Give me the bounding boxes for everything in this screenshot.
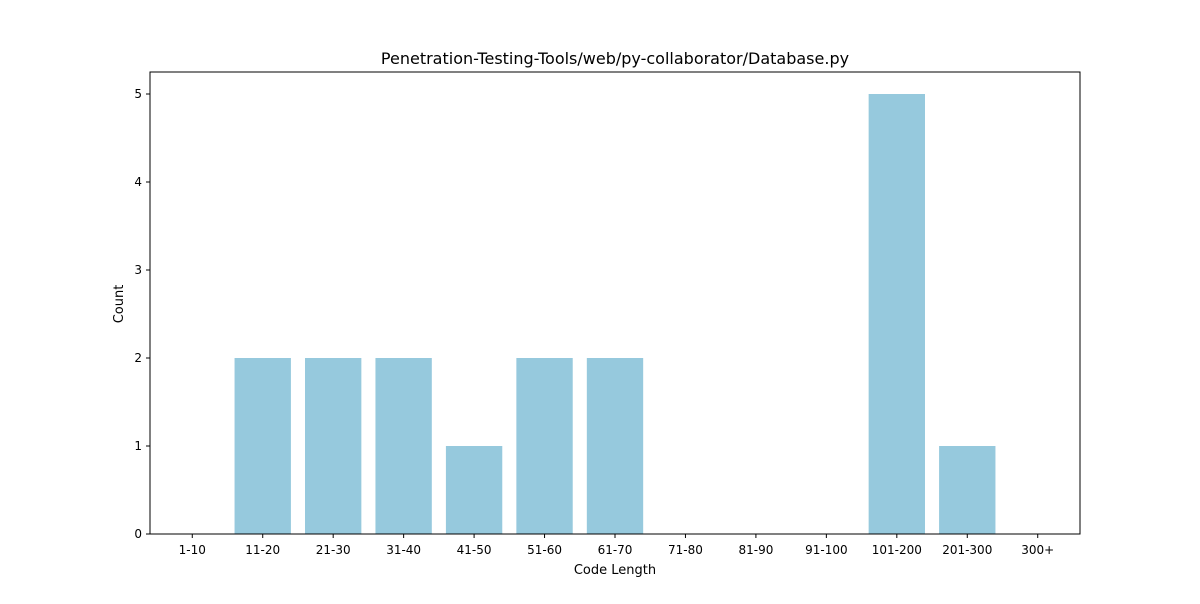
bar-201-300 [939,446,996,534]
y-axis-label: Count [112,285,127,324]
y-tick-label: 2 [134,351,142,365]
bar-31-40 [375,358,432,534]
x-tick-label: 41-50 [457,543,492,557]
y-tick-label: 1 [134,439,142,453]
y-tick-label: 5 [134,87,142,101]
x-tick-label: 11-20 [245,543,280,557]
plot-frame [149,71,1081,535]
y-tick-label: 4 [134,175,142,189]
bar-51-60 [516,358,573,534]
bar-21-30 [305,358,362,534]
x-axis-label: Code Length [574,563,656,578]
x-tick-label: 71-80 [668,543,703,557]
y-tick-label: 0 [134,527,142,541]
x-tick-label: 300+ [1021,543,1054,557]
x-tick-label: 31-40 [386,543,421,557]
bar-11-20 [234,358,291,534]
bar-41-50 [445,446,503,534]
x-tick-label: 51-60 [527,543,562,557]
x-tick-label: 21-30 [316,543,351,557]
bars-layer [234,94,996,534]
chart-title: Penetration-Testing-Tools/web/py-collabo… [381,49,849,68]
bar-101-200 [868,94,925,534]
x-tick-label: 1-10 [179,543,206,557]
x-tick-label: 201-300 [942,543,992,557]
x-tick-label: 91-100 [805,543,848,557]
y-axis-ticks: 0 1 2 3 4 5 [134,87,150,541]
bar-61-70 [586,358,644,534]
x-axis-ticks: 1-10 11-20 21-30 31-40 41-50 51-60 61-70 71-80 8… [179,534,1054,557]
x-tick-label: 81-90 [738,543,773,557]
x-tick-label: 61-70 [598,543,633,557]
y-tick-label: 3 [134,263,142,277]
x-tick-label: 101-200 [872,543,922,557]
